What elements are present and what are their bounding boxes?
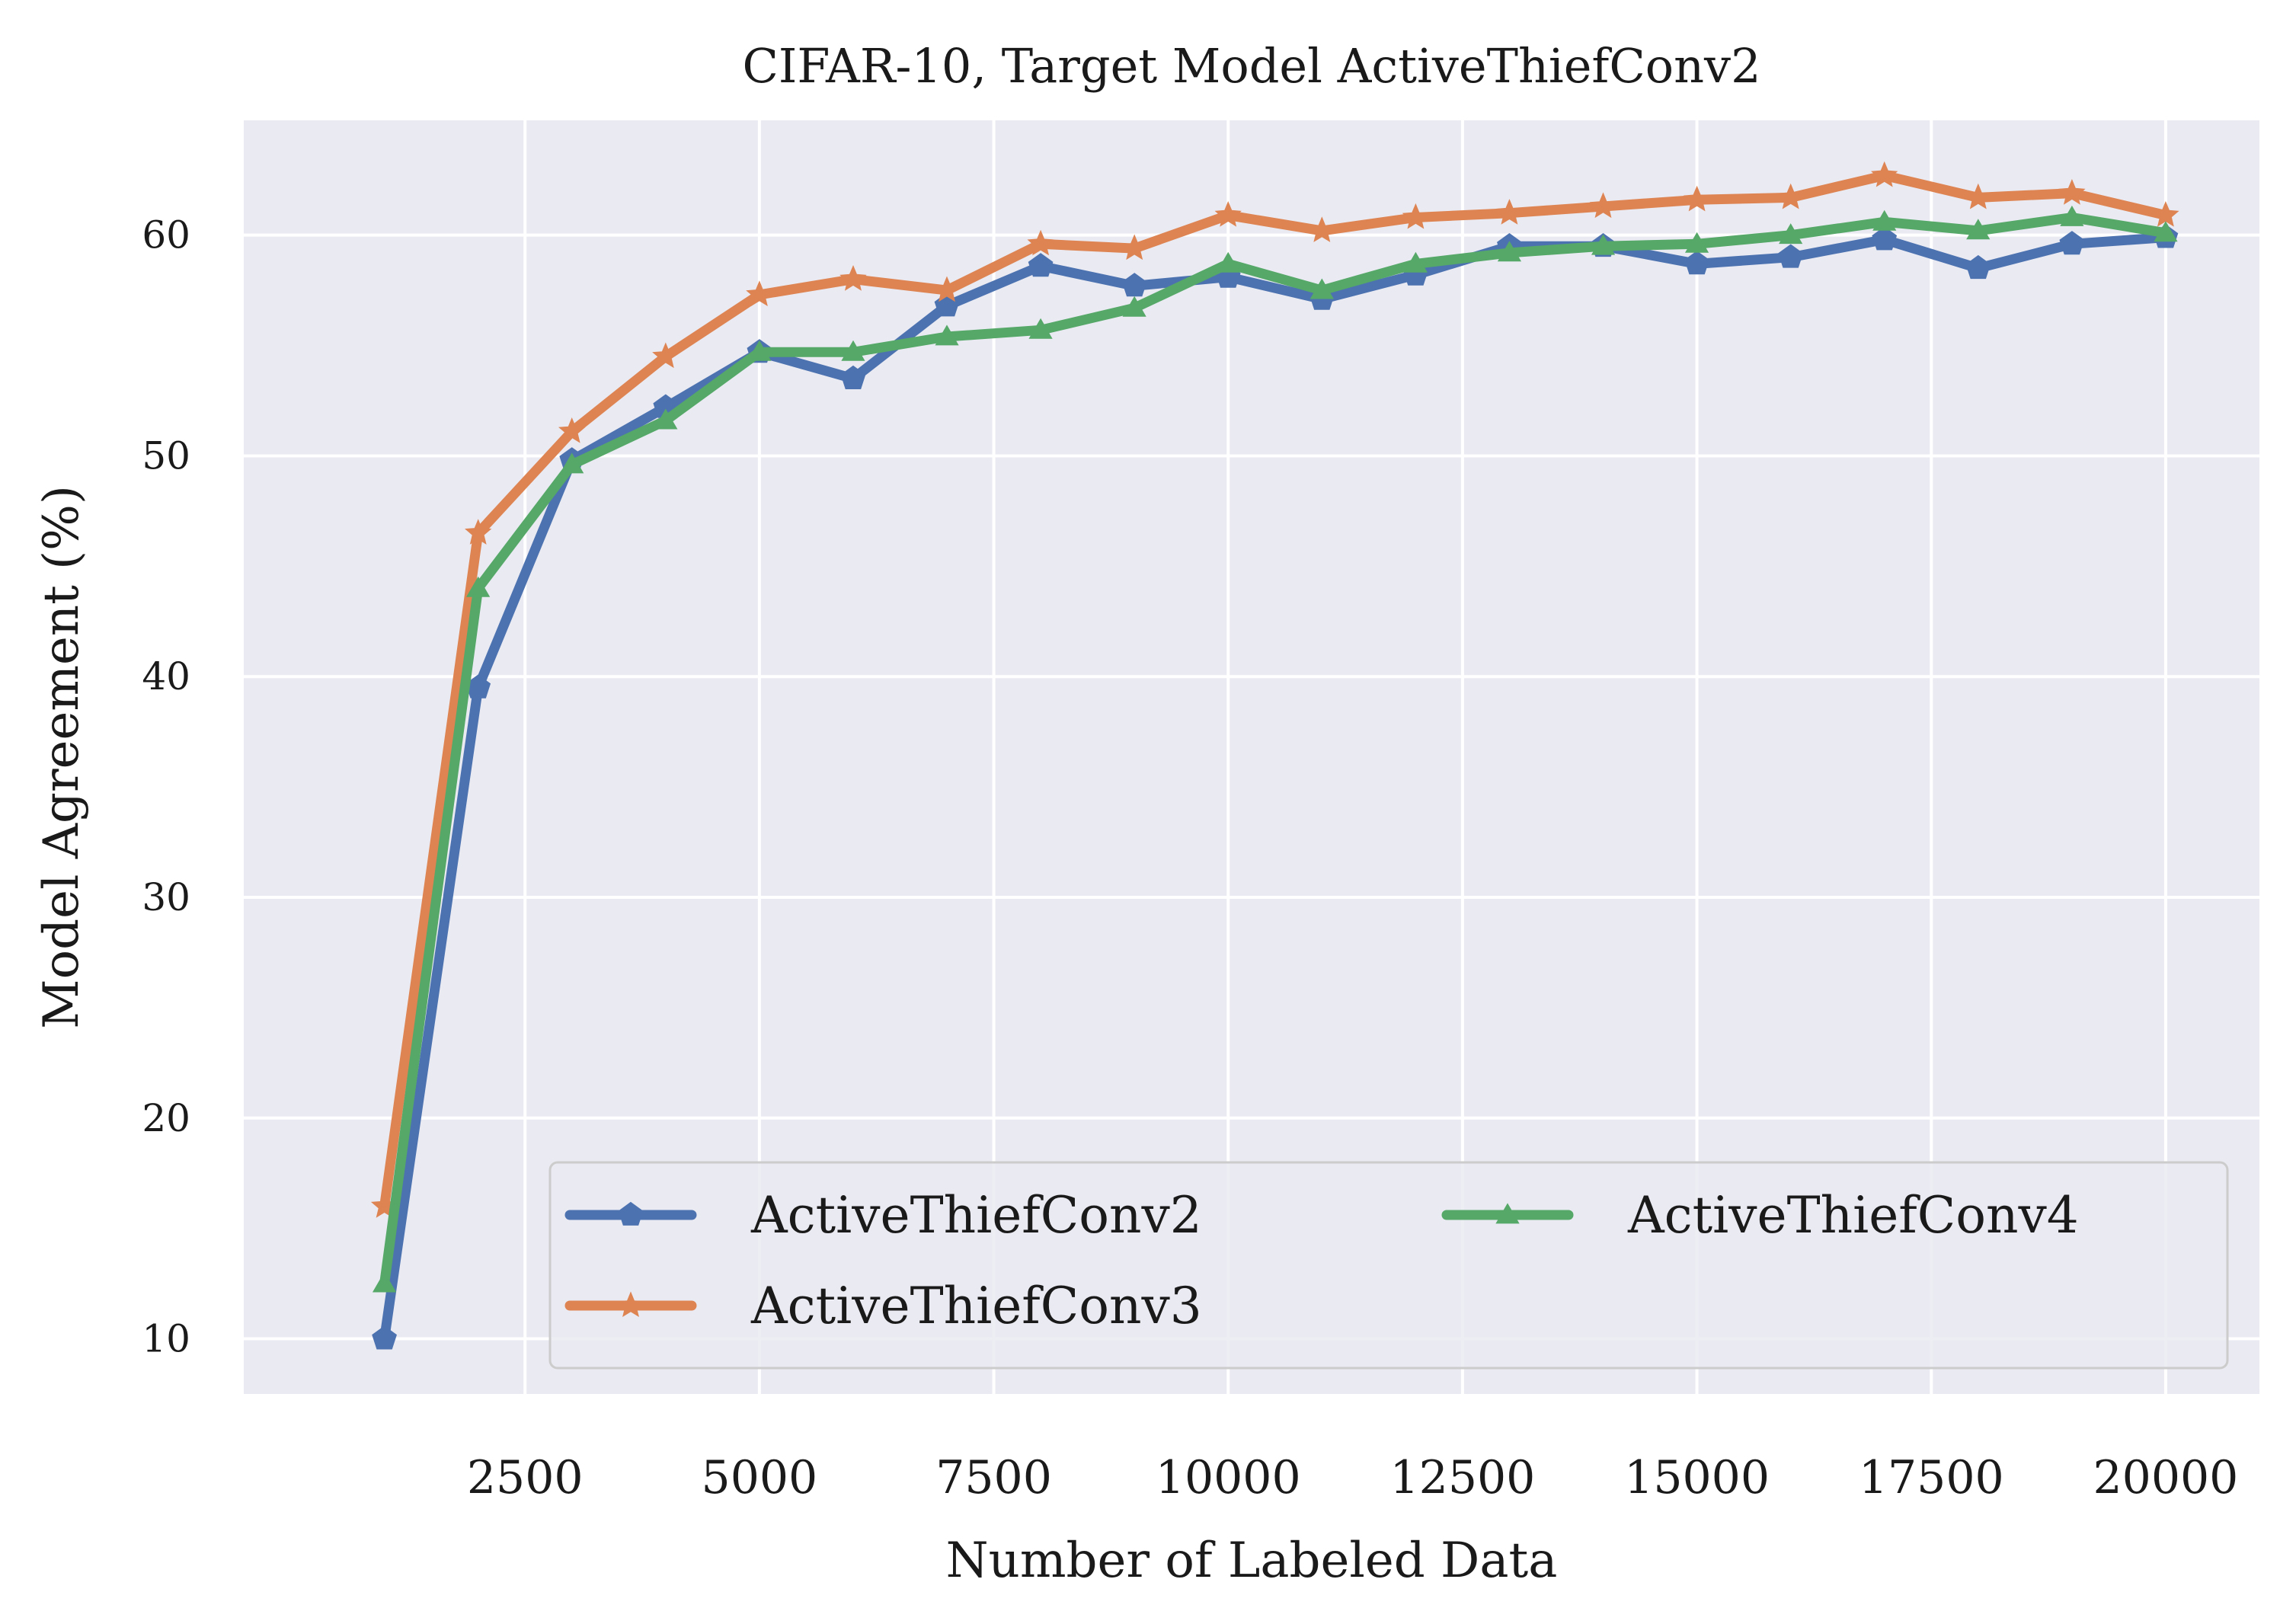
legend-entry: ActiveThiefConv4 xyxy=(1441,1186,2079,1245)
data-point xyxy=(1028,253,1054,277)
x-tick-label: 7500 xyxy=(935,1451,1052,1504)
data-point xyxy=(1778,244,1804,268)
x-tick-label: 2500 xyxy=(467,1451,584,1504)
x-tick-label: 15000 xyxy=(1624,1451,1770,1504)
data-point xyxy=(2059,231,2085,255)
data-point xyxy=(1309,278,1334,299)
data-point xyxy=(1776,183,1805,209)
x-tick-label: 17500 xyxy=(1859,1451,2004,1504)
y-axis-label: Model Agreement (%) xyxy=(34,485,90,1029)
legend-entry: ActiveThiefConv3 xyxy=(564,1277,1202,1335)
data-point xyxy=(2058,178,2086,205)
y-tick-label: 40 xyxy=(142,654,190,699)
data-point xyxy=(2060,205,2084,226)
legend: ActiveThiefConv2 ActiveThiefConv3 ActiveTh… xyxy=(548,1161,2229,1370)
series-line xyxy=(379,213,2171,1289)
data-point xyxy=(1308,216,1335,242)
legend-box xyxy=(548,1161,2229,1370)
y-tick-label: 30 xyxy=(142,875,190,919)
data-point xyxy=(2152,200,2179,227)
data-point xyxy=(747,340,772,361)
series-line xyxy=(379,232,2171,1344)
data-point xyxy=(1683,185,1711,212)
y-tick-label: 10 xyxy=(142,1317,190,1361)
data-point xyxy=(1591,234,1616,255)
data-point xyxy=(840,365,866,389)
data-point xyxy=(372,1271,397,1293)
data-point xyxy=(560,452,584,474)
legend-marker xyxy=(1495,1203,1520,1224)
data-point xyxy=(1028,318,1053,339)
data-point xyxy=(1216,251,1240,273)
data-point xyxy=(1872,209,1897,231)
legend-label: ActiveThiefConv2 xyxy=(750,1186,1202,1245)
data-point xyxy=(839,264,867,291)
x-tick-label: 12500 xyxy=(1389,1451,1535,1504)
data-point xyxy=(1122,296,1146,317)
chart-title: CIFAR-10, Target Model ActiveThiefConv2 xyxy=(742,38,1760,94)
data-point xyxy=(1497,241,1522,262)
x-tick-label: 20000 xyxy=(2093,1451,2238,1504)
data-point xyxy=(1495,199,1524,225)
data-point xyxy=(841,340,865,361)
data-point xyxy=(558,417,586,443)
data-point xyxy=(1121,273,1147,297)
series-line xyxy=(379,170,2171,1212)
data-point xyxy=(1872,226,1898,251)
data-point xyxy=(1402,203,1430,229)
y-tick-label: 50 xyxy=(142,433,190,478)
data-point xyxy=(935,324,959,346)
data-point xyxy=(1403,251,1428,273)
y-tick-label: 20 xyxy=(142,1096,190,1140)
x-tick-label: 10000 xyxy=(1156,1451,1301,1504)
data-point xyxy=(1965,183,1992,209)
data-point xyxy=(1871,161,1898,187)
data-point xyxy=(1966,219,1991,240)
legend-label: ActiveThiefConv3 xyxy=(750,1277,1202,1335)
data-point xyxy=(372,1325,397,1350)
data-point xyxy=(466,576,491,597)
data-point xyxy=(2154,221,2178,242)
data-point xyxy=(1684,251,1709,275)
data-point xyxy=(1027,229,1054,256)
series-2 xyxy=(370,161,2179,1218)
data-point xyxy=(1121,234,1148,261)
data-point xyxy=(933,276,961,302)
data-point xyxy=(746,280,773,307)
legend-label: ActiveThiefConv4 xyxy=(1627,1186,2079,1245)
y-tick-label: 60 xyxy=(142,213,190,257)
legend-marker xyxy=(618,1201,644,1226)
legend-entry: ActiveThiefConv2 xyxy=(564,1186,1202,1245)
data-point xyxy=(1684,232,1709,253)
ticks: 2500 5000 7500 10000 12500 15000 17500 20000 10 2… xyxy=(142,213,2238,1504)
series-3 xyxy=(372,205,2178,1293)
legend-marker xyxy=(617,1291,644,1318)
x-axis-label: Number of Labeled Data xyxy=(946,1533,1558,1589)
data-point xyxy=(1589,192,1617,219)
data-point xyxy=(652,342,680,369)
data-point xyxy=(1965,254,1991,280)
series-layer xyxy=(370,161,2179,1350)
data-point xyxy=(465,519,492,545)
data-point xyxy=(654,408,678,430)
data-point xyxy=(1779,223,1803,245)
x-tick-label: 5000 xyxy=(702,1451,818,1504)
data-point xyxy=(1214,200,1242,227)
